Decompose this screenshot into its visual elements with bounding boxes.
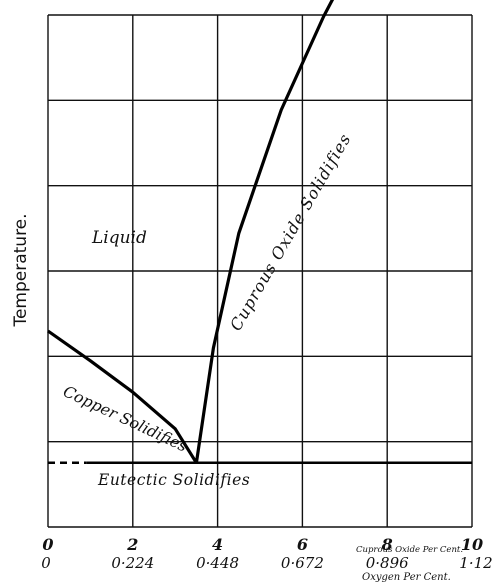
- copper-solidifies-curve: [47, 329, 198, 464]
- tick-labels: 0 2 4 6 8 10 0 0·224 0·448 0·672 0·896 1·12: [41, 535, 492, 572]
- grid: [47, 14, 473, 528]
- secondary-x-tick-label: 1·12: [459, 554, 492, 572]
- x-axis-caption: Cuprous Oxide Per Cent.: [356, 545, 463, 555]
- eutectic-solidifies-label: Eutectic Solidifies: [97, 471, 250, 489]
- y-axis-title: Temperature.: [11, 213, 31, 327]
- x-tick-label: 10: [461, 535, 483, 554]
- secondary-x-tick-label: 0·224: [111, 554, 154, 572]
- x-tick-label: 4: [212, 535, 223, 554]
- x-tick-label: 0: [42, 535, 53, 554]
- cuprous-oxide-solidifies-curve: [194, 0, 335, 464]
- secondary-x-axis-caption: Oxygen Per Cent.: [362, 572, 451, 583]
- region-label-liquid: Liquid: [91, 228, 147, 248]
- x-tick-label: 8: [381, 535, 393, 554]
- x-tick-label: 2: [126, 535, 138, 554]
- secondary-x-tick-label: 0·448: [196, 554, 239, 572]
- curve-labels: Liquid Copper Solidifies Cuprous Oxide Sol…: [60, 130, 354, 489]
- secondary-x-tick-label: 0: [41, 554, 51, 572]
- cuprous-oxide-solidifies-label: Cuprous Oxide Solidifies: [226, 130, 355, 334]
- secondary-x-tick-label: 0·672: [281, 554, 324, 572]
- secondary-x-tick-label: 0·896: [366, 554, 409, 572]
- x-tick-label: 6: [297, 535, 308, 554]
- copper-solidifies-label: Copper Solidifies: [60, 382, 190, 455]
- series-layer: [47, 0, 472, 465]
